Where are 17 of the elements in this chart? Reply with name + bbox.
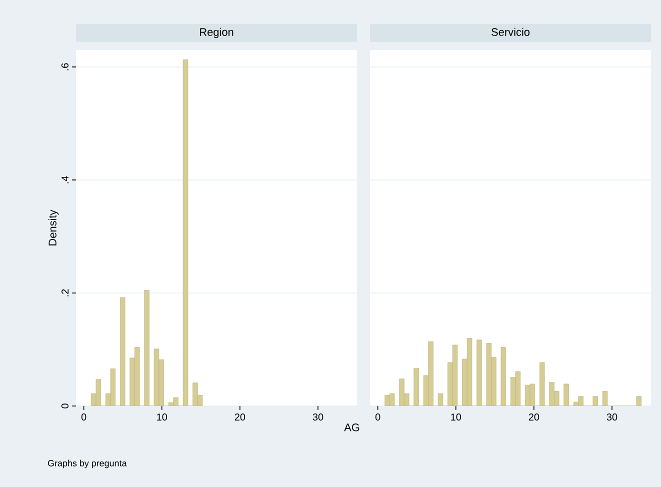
x-tick-label: 20 xyxy=(234,414,246,421)
x-tick-label: 30 xyxy=(312,414,324,421)
text: Graphs by pregunta xyxy=(48,460,127,468)
y-axis-title: Density xyxy=(48,210,59,246)
x-tick-label: 10 xyxy=(157,414,168,421)
y-tick-label: .2 xyxy=(62,289,68,296)
y-tick-label: .4 xyxy=(62,176,68,184)
chart-title: Region xyxy=(200,28,234,38)
x-tick-label: 30 xyxy=(606,414,618,421)
x-tick-label: 10 xyxy=(451,414,462,421)
chart-title: Servicio xyxy=(492,28,530,36)
y-tick-label: 0 xyxy=(61,404,68,408)
x-tick-label: 0 xyxy=(81,414,86,421)
x-axis-title: AG xyxy=(344,424,360,432)
x-tick-label: 20 xyxy=(528,414,540,421)
x-tick-label: 0 xyxy=(375,414,380,421)
y-tick-label: .6 xyxy=(61,63,68,70)
